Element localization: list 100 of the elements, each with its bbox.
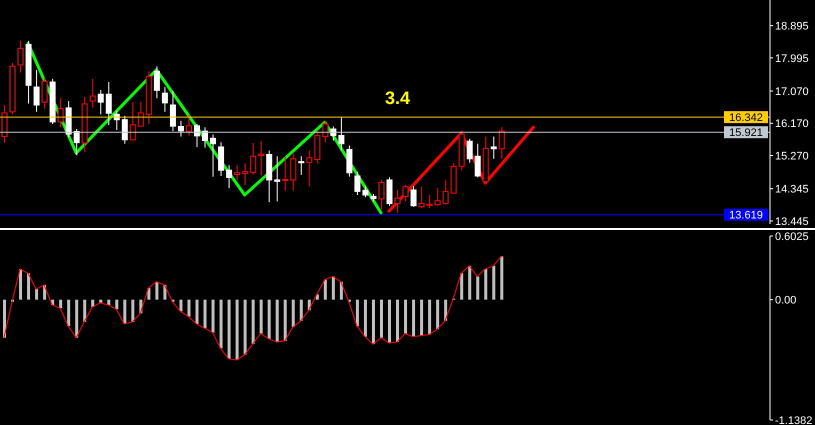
candlestick <box>210 134 216 178</box>
bar <box>27 273 30 300</box>
candlestick <box>386 176 392 206</box>
candlestick <box>74 128 80 156</box>
bar <box>204 300 207 328</box>
candlestick <box>34 69 40 112</box>
y-tick-label: 0.6025 <box>775 230 809 243</box>
candlestick <box>466 138 473 164</box>
candlestick <box>426 194 433 208</box>
bar <box>75 300 78 338</box>
line-series <box>4 256 502 360</box>
bar <box>19 269 22 300</box>
candlestick <box>130 102 136 141</box>
bar <box>300 300 303 321</box>
candlestick <box>346 145 352 178</box>
bar <box>412 300 416 337</box>
line-series <box>388 126 535 213</box>
candlestick <box>154 66 160 99</box>
candlestick <box>250 142 256 176</box>
y-tick-label: 13.445 <box>775 216 809 228</box>
bar <box>123 300 126 324</box>
candlestick <box>402 184 409 202</box>
candlestick <box>162 86 168 112</box>
bar <box>244 300 247 355</box>
bar <box>356 300 359 326</box>
candlestick <box>170 90 176 132</box>
bar <box>220 300 223 348</box>
bar <box>380 300 383 338</box>
bar <box>67 300 70 326</box>
candlestick <box>242 162 248 186</box>
y-tick-label: 17.995 <box>775 52 809 65</box>
bar <box>468 266 472 300</box>
candlestick <box>106 82 112 126</box>
bar <box>460 273 464 300</box>
candlestick <box>282 156 288 192</box>
candlestick <box>410 186 417 208</box>
bar <box>212 300 215 332</box>
bar <box>324 280 327 300</box>
candlestick <box>186 114 192 136</box>
bar <box>436 300 440 330</box>
candlestick <box>298 156 304 176</box>
ref-line-label: 13.619 <box>729 210 763 222</box>
candlestick <box>58 97 64 128</box>
candlestick <box>474 143 481 178</box>
candlestick <box>490 136 497 160</box>
bar <box>35 289 38 300</box>
bar <box>492 266 496 300</box>
bar <box>396 300 400 342</box>
candlestick <box>18 40 24 73</box>
bar <box>404 300 408 334</box>
candlestick <box>90 78 96 108</box>
bar <box>59 300 62 308</box>
candlestick <box>362 186 368 198</box>
candlestick <box>218 142 224 176</box>
bar <box>276 300 279 342</box>
bar <box>364 300 367 337</box>
bar <box>107 300 110 305</box>
bar <box>332 276 335 300</box>
candlestick <box>98 89 104 115</box>
candlestick <box>138 101 144 128</box>
bar <box>476 276 480 300</box>
candlestick <box>418 186 425 208</box>
bar <box>83 300 86 322</box>
ref-line-label: 16.342 <box>729 112 763 124</box>
bar <box>428 300 432 335</box>
ref-line-label: 15.921 <box>729 127 763 140</box>
candlestick <box>434 188 441 206</box>
bar <box>196 300 198 324</box>
bar <box>228 300 231 359</box>
candlestick <box>226 164 232 189</box>
candlestick <box>306 150 312 187</box>
bar <box>236 300 239 360</box>
annotation: 3.4 <box>385 88 410 109</box>
y-tick-label: 18.895 <box>775 20 809 33</box>
bar <box>444 300 448 321</box>
bar <box>3 300 6 338</box>
candlestick <box>194 124 200 148</box>
bar <box>292 300 295 328</box>
candlestick <box>442 179 449 206</box>
candlestick <box>42 78 48 110</box>
candlestick <box>274 156 280 202</box>
bar <box>268 300 271 339</box>
bar <box>187 300 190 317</box>
bar <box>484 269 488 300</box>
y-tick-label: 17.070 <box>775 86 809 98</box>
bar <box>131 300 134 322</box>
candlestick <box>498 126 505 160</box>
candlestick <box>122 115 128 144</box>
bar <box>155 282 158 300</box>
candlestick <box>322 120 328 143</box>
y-tick-label: 0.00 <box>775 294 796 307</box>
y-tick-label: 16.170 <box>775 118 809 130</box>
candlestick <box>202 126 208 148</box>
candlestick <box>338 117 344 152</box>
bar <box>147 288 150 300</box>
bar <box>252 300 255 344</box>
bar <box>388 300 391 344</box>
candlestick <box>178 120 184 138</box>
bar <box>420 300 424 336</box>
candlestick <box>234 164 240 180</box>
